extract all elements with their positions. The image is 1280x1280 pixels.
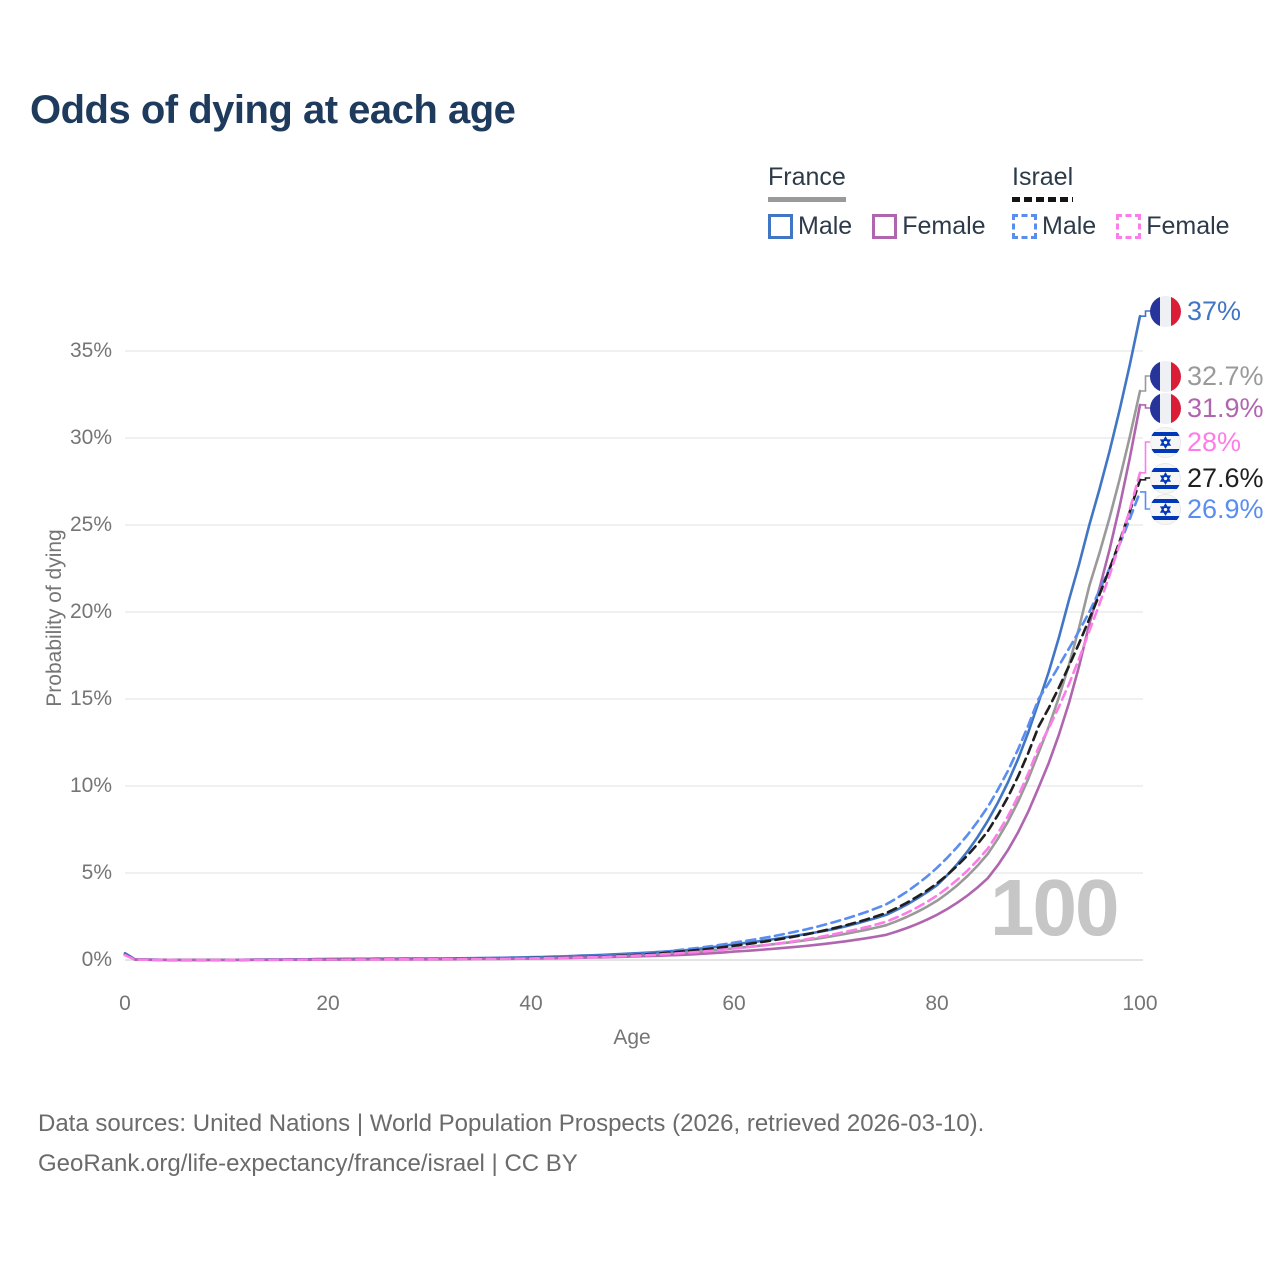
age-watermark: 100 [990,863,1119,952]
series-line-israel-female [123,471,1142,962]
label-connector-france-female [1140,404,1152,409]
legend-dashed-line-sample [1012,197,1074,202]
y-tick-25%: 25% [69,513,112,536]
france-flag-icon [1150,295,1181,327]
end-label-israel-male: 26.9% [1150,492,1264,526]
label-connector-israel-total [1140,477,1152,481]
series-line-israel-total [123,478,1142,962]
legend-country-israel: Israel [1012,163,1074,191]
star-of-david-icon [1159,435,1172,449]
page-title: Odds of dying at each age [30,88,516,132]
legend-item-france-female[interactable]: Female [872,212,986,241]
star-of-david-icon [1159,471,1172,485]
footer-data-sources: Data sources: United Nations | World Pop… [38,1110,985,1137]
y-tick-30%: 30% [69,426,112,449]
y-tick-0%: 0% [81,948,112,971]
end-value-israel-male: 26.9% [1187,493,1264,524]
legend-swatch-france-male [768,214,793,239]
end-value-france-male: 37% [1187,295,1242,326]
footer: Data sources: United Nations | World Pop… [38,1104,984,1184]
y-axis-title: Probability of dying [43,529,66,707]
end-label-israel-female: 28% [1150,425,1241,459]
y-tick-35%: 35% [69,339,112,362]
plot-area[interactable] [0,0,1280,1080]
israel-flag-icon [1150,462,1181,494]
label-connector-france-total [1140,375,1152,392]
x-tick-40: 40 [519,992,543,1015]
france-flag-icon [1150,360,1181,392]
label-connector-israel-female [1140,441,1152,474]
series-line-france-female [123,403,1142,962]
legend-group-israel: Israel Male Female [1012,163,1230,241]
end-label-france-male: 37% [1150,294,1241,328]
series-line-israel-male [123,490,1142,962]
israel-flag-icon [1150,426,1181,458]
legend-group-france: France Male Female [768,163,986,241]
series-line-france-total [123,389,1142,962]
y-tick-10%: 10% [69,774,112,797]
end-value-israel-total: 27.6% [1187,462,1264,493]
label-connector-france-male [1140,310,1152,317]
x-tick-100: 100 [1122,992,1158,1015]
star-of-david-icon [1159,502,1172,516]
end-value-israel-female: 28% [1187,426,1242,457]
legend-item-israel-female[interactable]: Female [1116,212,1230,241]
y-tick-5%: 5% [81,861,112,884]
series-line-france-male [123,314,1142,962]
x-tick-20: 20 [316,992,340,1015]
end-label-israel-total: 27.6% [1150,461,1264,495]
y-tick-20%: 20% [69,600,112,623]
end-value-france-female: 31.9% [1187,392,1264,423]
legend-swatch-israel-male [1012,214,1037,239]
y-tick-15%: 15% [69,687,112,710]
legend-item-israel-male[interactable]: Male [1012,212,1096,241]
end-value-france-total: 32.7% [1187,360,1264,391]
legend-item-france-male[interactable]: Male [768,212,852,241]
end-label-france-female: 31.9% [1150,391,1264,425]
legend-swatch-israel-female [1116,214,1142,239]
x-tick-0: 0 [119,992,131,1015]
x-tick-80: 80 [925,992,949,1015]
x-axis-title: Age [613,1026,651,1049]
label-connector-israel-male [1140,491,1152,510]
legend-swatch-france-female [872,214,898,239]
end-label-france-total: 32.7% [1150,359,1264,393]
x-tick-60: 60 [722,992,746,1015]
france-flag-icon [1150,392,1181,424]
footer-attribution: GeoRank.org/life-expectancy/france/israe… [38,1150,578,1177]
israel-flag-icon [1150,493,1181,525]
legend-solid-line-sample [768,197,846,202]
legend-country-france: France [768,163,846,191]
